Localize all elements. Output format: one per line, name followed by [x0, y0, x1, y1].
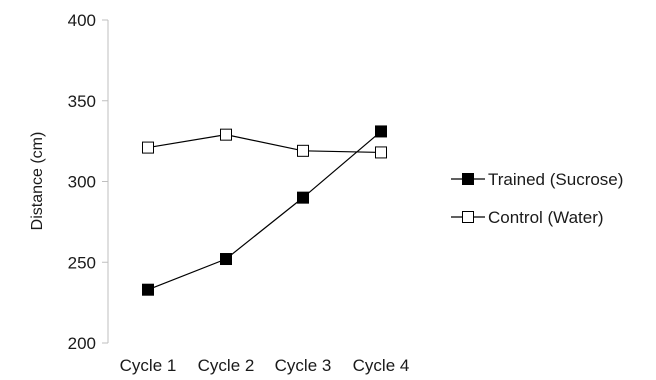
data-point [220, 128, 232, 141]
legend-label: Control (Water) [488, 208, 604, 227]
series-layer [142, 125, 387, 296]
series-1 [142, 125, 387, 296]
x-axis: Cycle 1 Cycle 2 Cycle 3 Cycle 4 [120, 356, 410, 375]
data-point [375, 125, 387, 138]
data-point [142, 283, 154, 296]
data-point [297, 144, 309, 157]
legend-marker [462, 211, 474, 223]
data-point [375, 146, 387, 159]
y-tick-label: 200 [68, 334, 96, 353]
data-point [220, 253, 232, 266]
x-tick-label: Cycle 4 [353, 356, 410, 375]
x-tick-label: Cycle 2 [198, 356, 255, 375]
data-point [297, 191, 309, 204]
data-point [142, 141, 154, 154]
series-line [147, 134, 382, 154]
x-tick-label: Cycle 3 [275, 356, 332, 375]
y-axis: 200 250 300 350 400 [68, 11, 109, 353]
y-tick-label: 300 [68, 173, 96, 192]
series-line [147, 130, 382, 291]
x-tick-label: Cycle 1 [120, 356, 177, 375]
legend: Trained (Sucrose) Control (Water) [451, 170, 623, 227]
legend-label: Trained (Sucrose) [488, 170, 623, 189]
legend-item: Control (Water) [451, 208, 604, 227]
series-2 [142, 128, 387, 159]
y-axis-title: Distance (cm) [29, 132, 46, 231]
y-tick-label: 250 [68, 253, 96, 272]
legend-item: Trained (Sucrose) [451, 170, 623, 189]
y-tick-label: 400 [68, 11, 96, 30]
legend-marker [462, 173, 474, 185]
y-tick-label: 350 [68, 92, 96, 111]
